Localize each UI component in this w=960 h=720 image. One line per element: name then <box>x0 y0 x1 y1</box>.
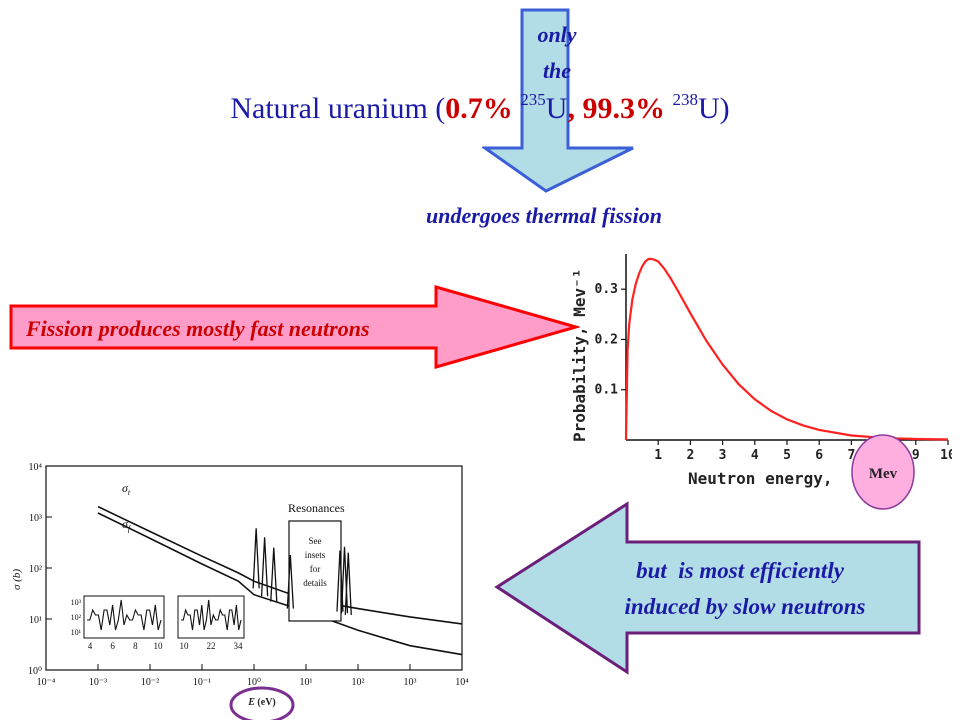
inset-x-tick: 34 <box>234 641 244 651</box>
xsec-y-tick: 10⁰ <box>28 666 42 677</box>
ev-label: E (eV) <box>228 697 296 708</box>
xsec-x-tick: 10³ <box>404 677 417 688</box>
spectrum-xlabel: Neutron energy, <box>688 469 833 488</box>
resonance-peak <box>270 547 278 602</box>
see-insets-text: See insets for details <box>303 536 327 588</box>
xsec-y-tick: 10⁴ <box>29 462 43 473</box>
inset-frame <box>83 595 165 639</box>
fast-neutrons-label: Fission produces mostly fast neutrons <box>26 316 370 341</box>
inset-x-tick: 8 <box>133 641 138 651</box>
xsec-y-tick: 10² <box>29 564 42 575</box>
spectrum-axes <box>625 254 948 441</box>
xsec-x-tick: 10⁰ <box>247 677 261 688</box>
resonance-peak <box>260 537 269 597</box>
spectrum-y-tick: 0.2 <box>595 332 618 347</box>
xsec-x-tick: 10⁻⁴ <box>37 677 56 688</box>
resonance-peak <box>252 528 260 589</box>
xsec-ylabel: σ (b) <box>11 569 23 590</box>
spectrum-x-tick: 1 <box>654 448 662 463</box>
spectrum-x-tick: 4 <box>751 448 759 463</box>
title-suffix: ) <box>719 92 730 125</box>
resonances-label: Resonances <box>288 501 345 515</box>
down-arrow <box>482 8 634 193</box>
inset-y-tick: 10³ <box>71 598 82 607</box>
title-prefix: Natural uranium ( <box>230 92 446 125</box>
fission-spectrum-chart: 123456789100.10.20.3 Probability, Mev⁻¹ … <box>570 254 952 488</box>
slow-neutrons-arrow <box>494 501 921 675</box>
spectrum-ticks: 123456789100.10.20.3 <box>595 282 952 463</box>
mev-label: Mev <box>868 466 898 482</box>
spectrum-x-tick: 9 <box>912 448 920 463</box>
slow-arrow-line1: but is most efficiently <box>636 558 844 583</box>
mev-badge <box>851 434 915 510</box>
inset-series-line <box>181 599 242 631</box>
xsec-x-tick: 10² <box>352 677 365 688</box>
xsec-axes: 10⁻⁴ 10⁻³ 10⁻² 10⁻¹ 10⁰ 10¹ 10² 10³ 10⁴ 10⁰ 10¹ 10²… <box>28 462 469 688</box>
spectrum-x-tick: 7 <box>847 448 855 463</box>
resonance-peak <box>344 552 352 615</box>
spectrum-x-tick: 3 <box>719 448 727 463</box>
xsec-y-tick: 10³ <box>29 513 42 524</box>
title-pct-238: 99.3% <box>582 92 665 125</box>
xsec-x-tick: 10¹ <box>300 677 313 688</box>
sigma-f-label: σf <box>122 517 132 533</box>
inset-x-tick: 10 <box>180 641 190 651</box>
xsec-x-tick: 10⁻² <box>141 677 159 688</box>
down-arrow-line2: the <box>542 58 572 83</box>
xsec-series-sigma-f <box>97 512 463 656</box>
inset-frame <box>177 595 245 639</box>
title-mass-235: 235 <box>520 90 546 109</box>
inset-x-tick: 4 <box>88 641 93 651</box>
title-mass-238: 238 <box>672 90 698 109</box>
title-elem-238: U <box>697 92 720 125</box>
ev-label-italic: E <box>248 697 255 708</box>
cross-section-chart: 10⁻⁴ 10⁻³ 10⁻² 10⁻¹ 10⁰ 10¹ 10² 10³ 10⁴ 10⁰ 10¹ 10²… <box>6 450 480 692</box>
inset-x-tick: 6 <box>110 641 115 651</box>
spectrum-series-line <box>624 257 949 441</box>
resonances-box <box>288 520 342 622</box>
inset-x-tick: 22 <box>207 641 216 651</box>
inset-y-tick: 10² <box>71 613 82 622</box>
spectrum-ylabel: Probability, Mev⁻¹ <box>570 269 589 442</box>
xsec-x-tick: 10⁻³ <box>89 677 107 688</box>
spectrum-y-tick: 0.3 <box>595 282 618 297</box>
spectrum-x-tick: 10 <box>940 448 952 463</box>
title-sep: , <box>567 92 583 125</box>
title-elem-235: U <box>545 92 568 125</box>
inset-x-tick: 10 <box>154 641 164 651</box>
inset-plot-2: 10 22 34 <box>177 595 245 651</box>
sigma-t-label: σt <box>122 481 131 497</box>
fast-neutrons-arrow <box>9 285 580 369</box>
inset-plot-1: 4 6 8 10 10³ 10² 10¹ <box>71 595 165 651</box>
page-title: Natural uranium (0.7% 235U, 99.3% 238U) <box>0 90 960 126</box>
down-arrow-line1: only <box>537 22 577 47</box>
spectrum-y-tick: 0.1 <box>595 383 619 398</box>
xsec-resonance-peaks <box>252 528 352 615</box>
xsec-x-tick: 10⁴ <box>455 677 469 688</box>
slow-arrow-line2: induced by slow neutrons <box>624 594 866 619</box>
xsec-y-tick: 10¹ <box>29 615 42 626</box>
xsec-x-tick: 10⁻¹ <box>193 677 211 688</box>
thermal-fission-text: undergoes thermal fission <box>426 203 662 228</box>
spectrum-x-tick: 5 <box>783 448 791 463</box>
spectrum-x-tick: 6 <box>815 448 823 463</box>
title-pct-235: 0.7% <box>445 92 513 125</box>
inset-y-tick: 10¹ <box>71 628 82 637</box>
ev-badge <box>229 686 295 720</box>
resonance-peak <box>286 554 294 609</box>
ev-label-unit: (eV) <box>257 697 276 708</box>
spectrum-x-tick: 2 <box>686 448 694 463</box>
inset-series-line <box>87 599 162 631</box>
